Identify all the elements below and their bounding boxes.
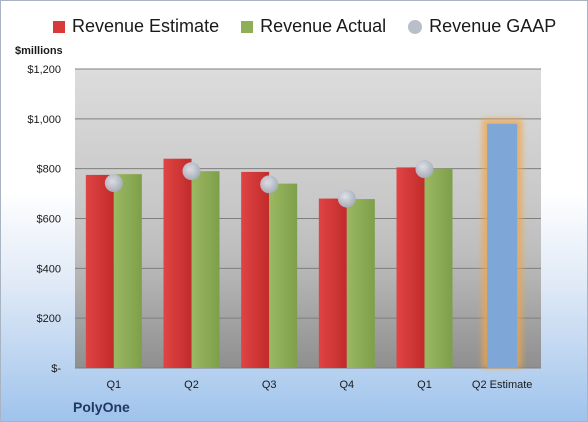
y-axis-unit-label: $millions bbox=[15, 45, 63, 57]
legend-item-estimate: Revenue Estimate bbox=[53, 16, 219, 37]
legend-item-gaap: Revenue GAAP bbox=[408, 16, 556, 37]
point-revenue-gaap bbox=[182, 162, 201, 181]
chart-legend: Revenue Estimate Revenue Actual Revenue … bbox=[53, 16, 578, 37]
y-tick-label: $1,200 bbox=[27, 64, 61, 76]
x-tick-label: Q4 bbox=[339, 379, 354, 391]
legend-item-actual: Revenue Actual bbox=[241, 16, 386, 37]
legend-label-estimate: Revenue Estimate bbox=[72, 16, 220, 36]
y-tick-label: $1,000 bbox=[27, 114, 61, 126]
bar-revenue-estimate bbox=[85, 174, 114, 368]
x-tick-label: Q2 Estimate bbox=[472, 379, 533, 391]
legend-swatch-actual bbox=[241, 20, 254, 33]
legend-swatch-estimate bbox=[53, 20, 65, 33]
x-tick-label: Q3 bbox=[262, 379, 277, 391]
y-tick-label: $- bbox=[51, 363, 61, 375]
x-tick-label: Q2 bbox=[184, 379, 199, 391]
point-revenue-gaap bbox=[104, 174, 123, 193]
company-name: PolyOne bbox=[73, 399, 130, 415]
legend-label-actual: Revenue Actual bbox=[260, 16, 387, 36]
bar-revenue-estimate bbox=[241, 171, 270, 368]
bar-revenue-actual bbox=[424, 168, 453, 368]
bar-revenue-actual bbox=[191, 171, 220, 368]
bar-revenue-actual bbox=[113, 174, 142, 368]
point-revenue-gaap bbox=[260, 175, 279, 194]
bar-revenue-estimate bbox=[318, 198, 347, 368]
bar-revenue-estimate bbox=[163, 158, 192, 368]
y-tick-label: $800 bbox=[37, 164, 61, 176]
x-tick-label: Q1 bbox=[417, 379, 432, 391]
point-revenue-gaap bbox=[337, 189, 356, 208]
legend-swatch-gaap bbox=[408, 19, 423, 34]
legend-label-gaap: Revenue GAAP bbox=[429, 16, 557, 36]
y-tick-label: $400 bbox=[37, 263, 61, 275]
bar-revenue-estimate bbox=[396, 167, 425, 368]
point-revenue-gaap bbox=[415, 160, 434, 179]
bar-revenue-actual bbox=[269, 183, 298, 368]
y-tick-label: $200 bbox=[37, 313, 61, 325]
bar-revenue-estimate-future bbox=[487, 123, 518, 368]
x-tick-label: Q1 bbox=[106, 379, 121, 391]
bar-revenue-actual bbox=[346, 199, 375, 368]
y-tick-label: $600 bbox=[37, 214, 61, 226]
